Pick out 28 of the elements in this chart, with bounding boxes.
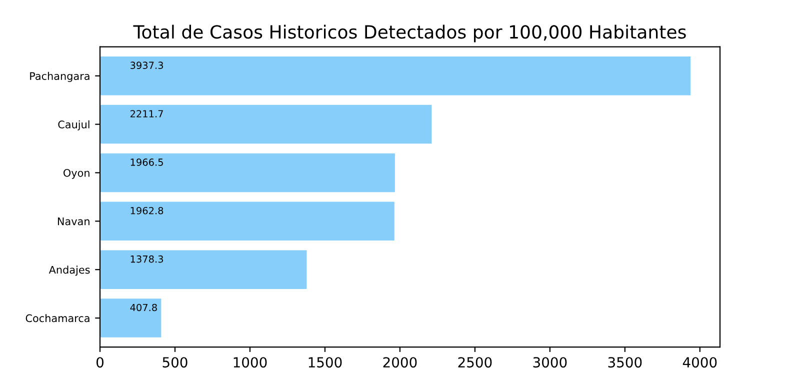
bar [100,298,162,338]
bar [100,202,394,241]
x-tick-label: 500 [162,357,188,368]
y-tick-label: Andajes [48,266,90,276]
chart-title: Total de Casos Historicos Detectados por 100,000 Habitantes [133,24,686,42]
x-tick-label: 4000 [682,357,717,368]
x-tick-label: 2500 [458,357,492,368]
bar [100,104,432,144]
data-label: 2211.7 [130,110,163,118]
data-label: 1378.3 [130,255,163,263]
x-tick-label: 3500 [608,357,642,368]
bar [100,56,690,96]
y-tick-label: Pachangara [30,72,90,82]
x-tick-label: 1500 [308,357,342,368]
data-label: 3937.3 [130,62,163,69]
y-tick-label: Navan [58,218,90,226]
x-tick-label: 3000 [533,357,567,368]
x-tick-label: 0 [96,357,104,368]
y-tick-label: Caujul [58,120,90,130]
y-tick-label: Cochamarca [26,314,90,322]
bar [100,250,307,289]
x-tick-label: 2000 [383,357,417,368]
x-tick-label: 1000 [234,357,267,368]
data-label: 407.8 [130,304,157,312]
bar [100,153,395,192]
data-label: 1962.8 [130,206,164,214]
data-label: 1966.5 [130,158,163,166]
y-tick-label: Oyon [64,168,90,179]
